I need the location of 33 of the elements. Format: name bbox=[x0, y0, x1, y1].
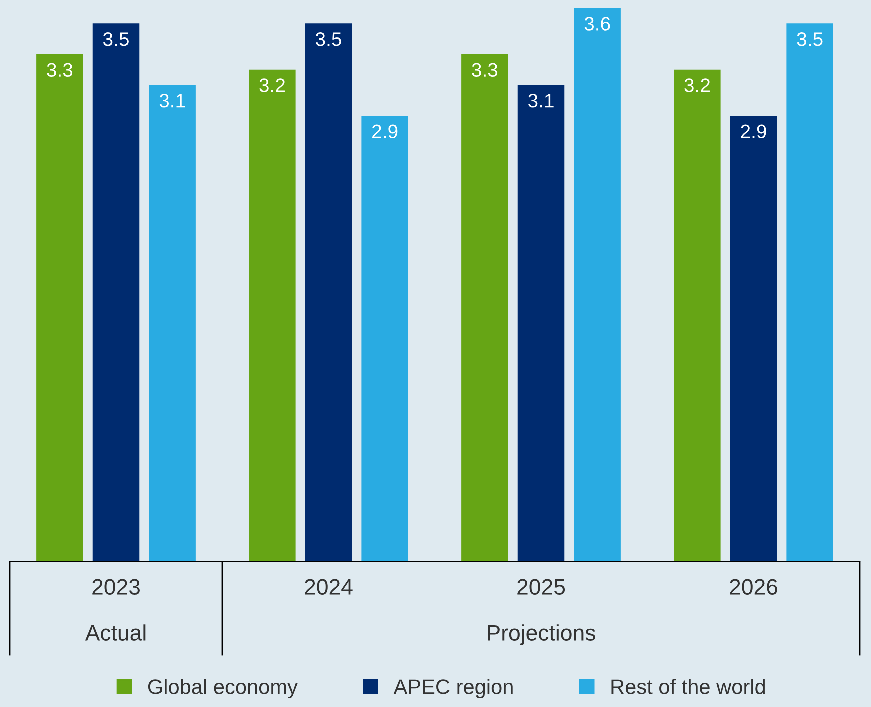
x-tick-label: 2024 bbox=[305, 579, 353, 595]
x-tick-label: 2023 bbox=[92, 579, 140, 595]
bar bbox=[149, 85, 196, 562]
bar bbox=[305, 24, 352, 562]
data-label: 3.2 bbox=[684, 78, 710, 92]
bar bbox=[518, 85, 565, 562]
data-label: 3.1 bbox=[160, 94, 186, 108]
bar bbox=[674, 70, 721, 562]
data-label: 3.2 bbox=[260, 78, 285, 92]
bar bbox=[92, 24, 140, 562]
data-label: 3.3 bbox=[47, 63, 73, 78]
bar bbox=[362, 116, 408, 562]
x-tick-label: 2026 bbox=[730, 579, 778, 595]
legend-label: APEC region bbox=[394, 679, 513, 699]
data-label: 3.3 bbox=[472, 63, 498, 78]
legend-label: Global economy bbox=[148, 679, 298, 699]
bar bbox=[462, 54, 508, 562]
bar bbox=[786, 24, 834, 562]
data-label: 3.6 bbox=[584, 17, 610, 31]
data-label: 3.5 bbox=[103, 32, 129, 46]
data-label: 2.9 bbox=[741, 124, 766, 139]
text: Projections bbox=[488, 624, 596, 646]
bar bbox=[249, 70, 296, 562]
data-label: 3.5 bbox=[316, 32, 342, 46]
bar bbox=[730, 116, 778, 562]
bar bbox=[36, 54, 84, 562]
data-label: 2.9 bbox=[372, 124, 398, 139]
data-label: 3.1 bbox=[528, 94, 554, 108]
data-label: 3.5 bbox=[797, 32, 823, 46]
x-tick-label: 2025 bbox=[518, 579, 566, 595]
bar bbox=[574, 8, 621, 562]
text: Actual bbox=[85, 624, 146, 641]
legend-label: Rest of the world bbox=[612, 679, 766, 694]
